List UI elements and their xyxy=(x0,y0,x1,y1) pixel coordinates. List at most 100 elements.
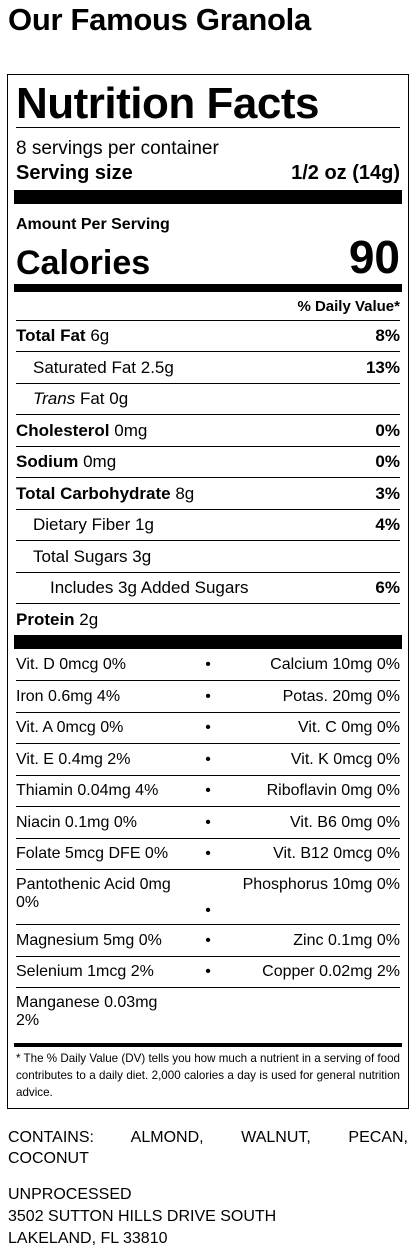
nutrient-dv: 6% xyxy=(375,578,400,598)
vitamin-right: Calcium 10mg 0% xyxy=(270,655,400,673)
vitamin-right: Zinc 0.1mg 0% xyxy=(293,931,400,949)
vitamin-row: Niacin 0.1mg 0% • Vit. B6 0mg 0% xyxy=(16,806,400,838)
nutrient-amount: 2.5g xyxy=(140,357,174,377)
vitamin-left: Thiamin 0.04mg 4% xyxy=(16,782,159,800)
vitamin-left: Magnesium 5mg 0% xyxy=(16,931,162,949)
vitamin-left: Pantothenic Acid 0mg 0% xyxy=(16,876,171,912)
footnote-section: * The % Daily Value (DV) tells you how m… xyxy=(14,1043,402,1101)
vitamin-left: Vit. A 0mcg 0% xyxy=(16,719,124,737)
vitamin-right: Vit. K 0mcg 0% xyxy=(290,750,400,768)
serving-size-value: 1/2 oz (14g) xyxy=(291,161,400,184)
daily-value-header: % Daily Value* xyxy=(297,297,400,315)
nutrient-row-total-carbohydrate: Total Carbohydrate 8g 3% xyxy=(16,477,400,509)
bullet-separator: • xyxy=(205,902,211,920)
nutrient-row-sodium: Sodium 0mg 0% xyxy=(16,445,400,478)
nutrient-name: Saturated Fat xyxy=(33,357,137,377)
nutrient-dv: 13% xyxy=(365,357,400,377)
nutrient-amount: 0mg xyxy=(83,452,117,472)
calories-label: Calories xyxy=(16,243,151,282)
nutrient-amount: 0mg xyxy=(114,420,148,440)
vitamin-left: Manganese 0.03mg 2% xyxy=(16,994,158,1030)
nutrient-row-trans-fat: Trans Fat 0g xyxy=(16,382,400,415)
vitamin-row-manganese: Manganese 0.03mg 2% xyxy=(16,987,400,1043)
nutrient-dv: 3% xyxy=(375,483,400,503)
nutrient-amount: 0g xyxy=(109,389,129,409)
nutrient-name: Protein xyxy=(16,609,75,629)
vitamin-right: Phosphorus 10mg 0% xyxy=(242,876,400,894)
vitamin-row: Thiamin 0.04mg 4% • Riboflavin 0mg 0% xyxy=(16,774,400,807)
nutrient-amount: 3g xyxy=(132,546,152,566)
servings-per-container: 8 servings per container xyxy=(16,138,219,160)
bullet-separator: • xyxy=(205,963,211,981)
nutrient-name: Sodium xyxy=(16,452,79,472)
calories-row: Calories 90 xyxy=(16,234,400,280)
nutrient-name: Fat xyxy=(79,389,105,409)
vitamin-left: Niacin 0.1mg 0% xyxy=(16,813,137,831)
product-title: Our Famous Granola xyxy=(8,2,311,37)
address-line-3: LAKELAND, FL 33810 xyxy=(8,1230,168,1248)
bullet-separator: • xyxy=(205,750,211,768)
nutrient-name: Total Fat xyxy=(16,326,86,346)
calories-value: 90 xyxy=(348,230,400,283)
nutrient-dv: 4% xyxy=(375,515,400,535)
nutrient-row-saturated-fat: Saturated Fat 2.5g 13% xyxy=(16,351,400,383)
nutrient-amount: 1g xyxy=(135,515,154,535)
vitamin-row: Vit. A 0mcg 0% • Vit. C 0mg 0% xyxy=(16,711,400,744)
nutrient-row-added-sugars: Includes 3g Added Sugars 6% xyxy=(16,571,400,604)
vitamin-row: Pantothenic Acid 0mg 0% • Phosphorus 10m… xyxy=(16,869,400,924)
bullet-separator: • xyxy=(205,845,211,863)
vitamin-row: Magnesium 5mg 0% • Zinc 0.1mg 0% xyxy=(16,924,400,956)
nutrient-amount: 6g xyxy=(90,326,110,346)
allergen-statement: CONTAINS: ALMOND, WALNUT, PECAN, xyxy=(8,1129,408,1146)
thick-divider xyxy=(14,189,402,204)
nutrient-name: Dietary Fiber xyxy=(33,515,131,535)
nutrient-dv: 0% xyxy=(375,420,400,440)
bullet-separator: • xyxy=(205,655,211,673)
nutrient-dv: 0% xyxy=(375,452,400,472)
address-line-2: 3502 SUTTON HILLS DRIVE SOUTH xyxy=(8,1208,277,1226)
vitamin-right: Vit. B6 0mg 0% xyxy=(290,813,400,831)
nutrient-dv: 8% xyxy=(375,326,400,346)
bullet-separator: • xyxy=(205,719,211,737)
address-line-1: UNPROCESSED xyxy=(8,1186,132,1203)
vitamin-row: Iron 0.6mg 4% • Potas. 20mg 0% xyxy=(16,680,400,712)
nutrient-row-total-fat: Total Fat 6g 8% xyxy=(16,319,400,352)
vitamin-left: Vit. E 0.4mg 2% xyxy=(16,750,131,768)
vitamin-left: Vit. D 0mcg 0% xyxy=(16,655,126,673)
vitamin-left: Selenium 1mcg 2% xyxy=(16,963,154,981)
vitamin-row: Selenium 1mcg 2% • Copper 0.02mg 2% xyxy=(16,955,400,988)
amount-per-serving: Amount Per Serving xyxy=(16,215,170,233)
bullet-separator: • xyxy=(205,687,211,705)
nutrient-name: Total Carbohydrate xyxy=(16,483,171,503)
vitamin-row: Vit. E 0.4mg 2% • Vit. K 0mcg 0% xyxy=(16,743,400,775)
nutrient-name: Includes 3g Added Sugars xyxy=(50,578,249,598)
bullet-separator: • xyxy=(205,931,211,949)
serving-size-label: Serving size xyxy=(16,161,133,184)
nutrient-amount: 8g xyxy=(175,483,195,503)
nutrient-row-total-sugars: Total Sugars 3g xyxy=(16,540,400,572)
nutrient-name: Total Sugars xyxy=(33,546,128,566)
bullet-separator: • xyxy=(205,782,211,800)
thick-divider xyxy=(14,634,402,649)
divider xyxy=(16,127,400,129)
medium-divider xyxy=(14,283,402,292)
nutrient-name-italic: Trans xyxy=(33,389,76,409)
serving-size-row: Serving size 1/2 oz (14g) xyxy=(16,161,400,185)
vitamin-right: Vit. C 0mg 0% xyxy=(298,719,400,737)
nutrient-name: Cholesterol xyxy=(16,420,110,440)
vitamin-right: Potas. 20mg 0% xyxy=(282,687,400,705)
vitamin-right: Copper 0.02mg 2% xyxy=(262,963,400,981)
vitamin-row: Vit. D 0mcg 0% • Calcium 10mg 0% xyxy=(16,649,400,681)
footnote-text: * The % Daily Value (DV) tells you how m… xyxy=(16,1052,400,1100)
vitamins-section: Vit. D 0mcg 0% • Calcium 10mg 0% Iron 0.… xyxy=(16,649,400,1044)
nutrient-row-cholesterol: Cholesterol 0mg 0% xyxy=(16,414,400,446)
nutrient-row-protein: Protein 2g xyxy=(16,603,400,635)
vitamin-left: Iron 0.6mg 4% xyxy=(16,687,121,705)
vitamin-row: Folate 5mcg DFE 0% • Vit. B12 0mcg 0% xyxy=(16,837,400,870)
allergen-statement-continued: COCONUT xyxy=(8,1150,89,1167)
nutrient-amount: 2g xyxy=(79,609,99,629)
vitamin-left: Folate 5mcg DFE 0% xyxy=(16,845,169,863)
bullet-separator: • xyxy=(205,813,211,831)
manufacturer-address: UNPROCESSED 3502 SUTTON HILLS DRIVE SOUT… xyxy=(8,1184,276,1250)
vitamin-right: Vit. B12 0mcg 0% xyxy=(273,845,400,863)
